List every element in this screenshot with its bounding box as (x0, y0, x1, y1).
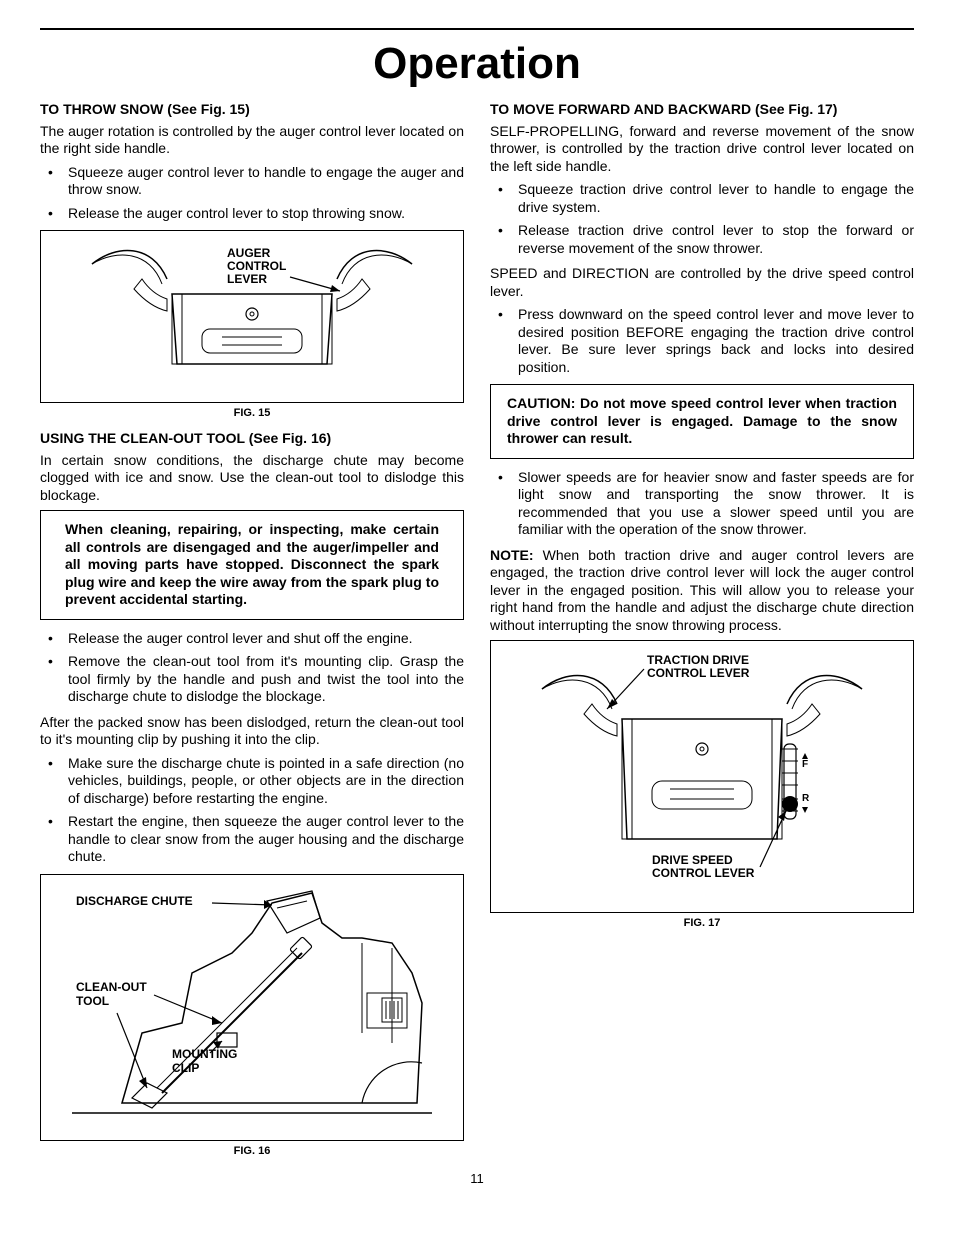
fig17-caption: FIG. 17 (490, 917, 914, 931)
list-item: Restart the engine, then squeeze the aug… (40, 813, 464, 866)
para: SPEED and DIRECTION are controlled by th… (490, 265, 914, 300)
heading-throw-snow: TO THROW SNOW (See Fig. 15) (40, 101, 464, 119)
list-item: Slower speeds are for heavier snow and f… (490, 469, 914, 539)
fig16-label-clip-1: MOUNTING (172, 1047, 237, 1061)
list-item: Remove the clean-out tool from it's moun… (40, 653, 464, 706)
fig15-label-3: LEVER (227, 272, 267, 286)
fig16-svg: DISCHARGE CHUTE CLEAN-OUT TOOL MOUNTING … (49, 883, 455, 1128)
figure-15: AUGER CONTROL LEVER (40, 230, 464, 403)
figure-16: DISCHARGE CHUTE CLEAN-OUT TOOL MOUNTING … (40, 874, 464, 1142)
fig16-label-clip-2: CLIP (172, 1061, 199, 1075)
fig17-label-speed-2: CONTROL LEVER (652, 866, 755, 880)
columns: TO THROW SNOW (See Fig. 15) The auger ro… (40, 101, 914, 1169)
bullet-list: Squeeze traction drive control lever to … (490, 181, 914, 257)
right-column: TO MOVE FORWARD AND BACKWARD (See Fig. 1… (490, 101, 914, 1169)
heading-cleanout: USING THE CLEAN-OUT TOOL (See Fig. 16) (40, 430, 464, 448)
fig17-svg: F R TRACTION DRIVE CONTROL LEVER DRIVE S… (499, 649, 905, 899)
heading-move: TO MOVE FORWARD AND BACKWARD (See Fig. 1… (490, 101, 914, 119)
page-title: Operation (40, 36, 914, 91)
fig17-label-traction-2: CONTROL LEVER (647, 666, 750, 680)
fig17-label-speed-1: DRIVE SPEED (652, 853, 733, 867)
list-item: Release the auger control lever to stop … (40, 205, 464, 223)
list-item: Release traction drive control lever to … (490, 222, 914, 257)
bullet-list: Make sure the discharge chute is pointed… (40, 755, 464, 866)
warning-box-cleanout: When cleaning, repairing, or inspecting,… (40, 510, 464, 620)
list-item: Squeeze traction drive control lever to … (490, 181, 914, 216)
bullet-list: Press downward on the speed control leve… (490, 306, 914, 376)
fig15-label-1: AUGER (227, 246, 271, 260)
caution-box: CAUTION: Do not move speed control lever… (490, 384, 914, 459)
list-item: Release the auger control lever and shut… (40, 630, 464, 648)
para: In certain snow conditions, the discharg… (40, 452, 464, 505)
list-item: Make sure the discharge chute is pointed… (40, 755, 464, 808)
fig16-label-tool-2: TOOL (76, 994, 109, 1008)
bullet-list: Squeeze auger control lever to handle to… (40, 164, 464, 223)
fig17-label-traction-1: TRACTION DRIVE (647, 653, 749, 667)
list-item: Squeeze auger control lever to handle to… (40, 164, 464, 199)
fig17-F: F (802, 759, 808, 770)
list-item: Press downward on the speed control leve… (490, 306, 914, 376)
para: SELF-PROPELLING, forward and reverse mov… (490, 123, 914, 176)
fig16-label-discharge: DISCHARGE CHUTE (76, 894, 193, 908)
fig15-label-2: CONTROL (227, 259, 286, 273)
fig16-caption: FIG. 16 (40, 1145, 464, 1159)
figure-17: F R TRACTION DRIVE CONTROL LEVER DRIVE S… (490, 640, 914, 913)
fig16-label-tool-1: CLEAN-OUT (76, 980, 147, 994)
left-column: TO THROW SNOW (See Fig. 15) The auger ro… (40, 101, 464, 1169)
para: After the packed snow has been dislodged… (40, 714, 464, 749)
fig17-R: R (802, 793, 810, 804)
para: The auger rotation is controlled by the … (40, 123, 464, 158)
bullet-list: Release the auger control lever and shut… (40, 630, 464, 706)
note-text: When both traction drive and auger contr… (490, 547, 914, 633)
fig15-svg: AUGER CONTROL LEVER (49, 239, 455, 389)
note-label: NOTE: (490, 547, 534, 563)
fig15-caption: FIG. 15 (40, 407, 464, 421)
bullet-list: Slower speeds are for heavier snow and f… (490, 469, 914, 539)
top-rule (40, 28, 914, 30)
page-number: 11 (40, 1171, 914, 1187)
note-para: NOTE: When both traction drive and auger… (490, 547, 914, 635)
